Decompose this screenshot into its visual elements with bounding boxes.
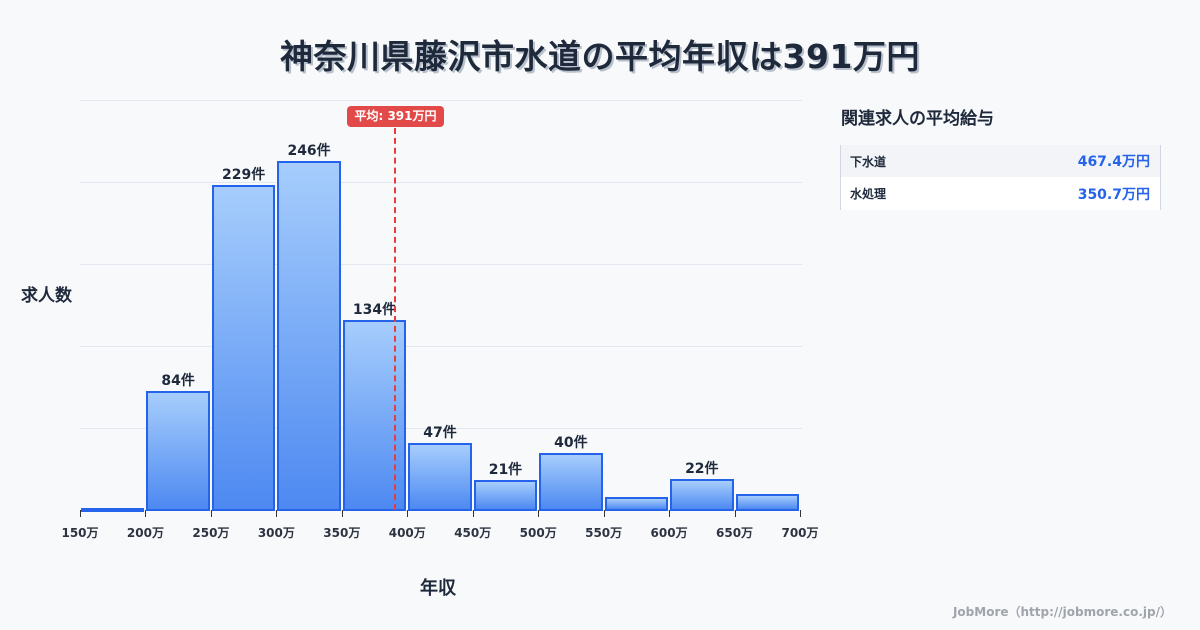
gridline xyxy=(80,428,802,429)
x-tick xyxy=(472,510,474,517)
job-salary: 350.7万円 xyxy=(1077,186,1150,203)
histogram-bar xyxy=(604,497,669,511)
x-tick xyxy=(145,510,147,517)
x-tick xyxy=(800,510,801,517)
job-name: 下水道 xyxy=(850,154,887,169)
x-tick xyxy=(341,510,343,517)
related-salary-row: 水処理 350.7万円 xyxy=(841,177,1160,210)
x-tick-label: 400万 xyxy=(388,526,426,540)
average-badge: 平均: 391万円 xyxy=(347,106,444,127)
job-name: 水処理 xyxy=(850,187,887,201)
x-tick-label: 350万 xyxy=(323,526,361,540)
x-tick-label: 650万 xyxy=(716,526,754,540)
histogram-bar xyxy=(408,443,472,511)
x-tick-label: 300万 xyxy=(257,526,295,540)
page-title: 神奈川県藤沢市水道の平均年収は391万円 xyxy=(280,37,920,76)
x-tick xyxy=(603,510,605,517)
bar-value-label: 134件 xyxy=(352,301,397,318)
histogram-bar xyxy=(735,494,799,511)
x-axis-label: 年収 xyxy=(420,578,456,599)
bar-value-label: 84件 xyxy=(161,372,195,389)
histogram-bar xyxy=(81,508,145,512)
x-tick-label: 450万 xyxy=(454,526,492,540)
histogram-bar xyxy=(146,390,210,511)
bar-value-label: 40件 xyxy=(554,435,588,452)
bar-value-label: 21件 xyxy=(488,462,523,479)
histogram-chart: 求人数 年収 84件 229件 246件 134件 47件 21件 40件 22件 150万 20… xyxy=(21,100,819,599)
x-tick xyxy=(407,510,409,517)
x-tick xyxy=(538,510,540,517)
x-tick-label: 200万 xyxy=(126,526,164,540)
x-tick-label: 600万 xyxy=(650,526,688,540)
related-salary-table: 下水道 467.4万円 水処理 350.7万円 xyxy=(840,145,1161,210)
average-line xyxy=(394,128,397,510)
x-tick-label: 500万 xyxy=(519,526,557,540)
x-tick xyxy=(276,510,278,517)
x-tick-label: 250万 xyxy=(192,526,230,540)
related-salary-title: 関連求人の平均給与 xyxy=(841,109,994,129)
x-tick xyxy=(210,510,212,517)
histogram-bar xyxy=(342,319,407,511)
job-salary: 467.4万円 xyxy=(1077,154,1150,170)
gridline xyxy=(80,100,802,101)
histogram-bar xyxy=(277,161,341,511)
gridline xyxy=(80,264,802,265)
bar-value-label: 22件 xyxy=(685,460,719,477)
bar-value-label: 47件 xyxy=(423,425,457,442)
histogram-bar xyxy=(211,185,276,511)
histogram-bar xyxy=(670,478,734,511)
x-tick xyxy=(734,510,736,517)
y-axis-label: 求人数 xyxy=(21,286,72,306)
bar-value-label: 229件 xyxy=(222,167,266,184)
related-salary-row: 下水道 467.4万円 xyxy=(841,145,1160,177)
x-tick xyxy=(669,510,671,517)
histogram-bar xyxy=(473,480,538,511)
gridline xyxy=(80,182,802,183)
x-tick-label: 150万 xyxy=(61,526,99,540)
histogram-bar xyxy=(539,453,603,511)
x-tick xyxy=(80,510,81,517)
x-tick-label: 550万 xyxy=(585,526,623,540)
gridline xyxy=(80,346,802,347)
x-tick-label: 700万 xyxy=(781,526,819,540)
source-credit: JobMore（http://jobmore.co.jp/） xyxy=(952,605,1172,619)
bar-value-label: 246件 xyxy=(287,143,331,159)
